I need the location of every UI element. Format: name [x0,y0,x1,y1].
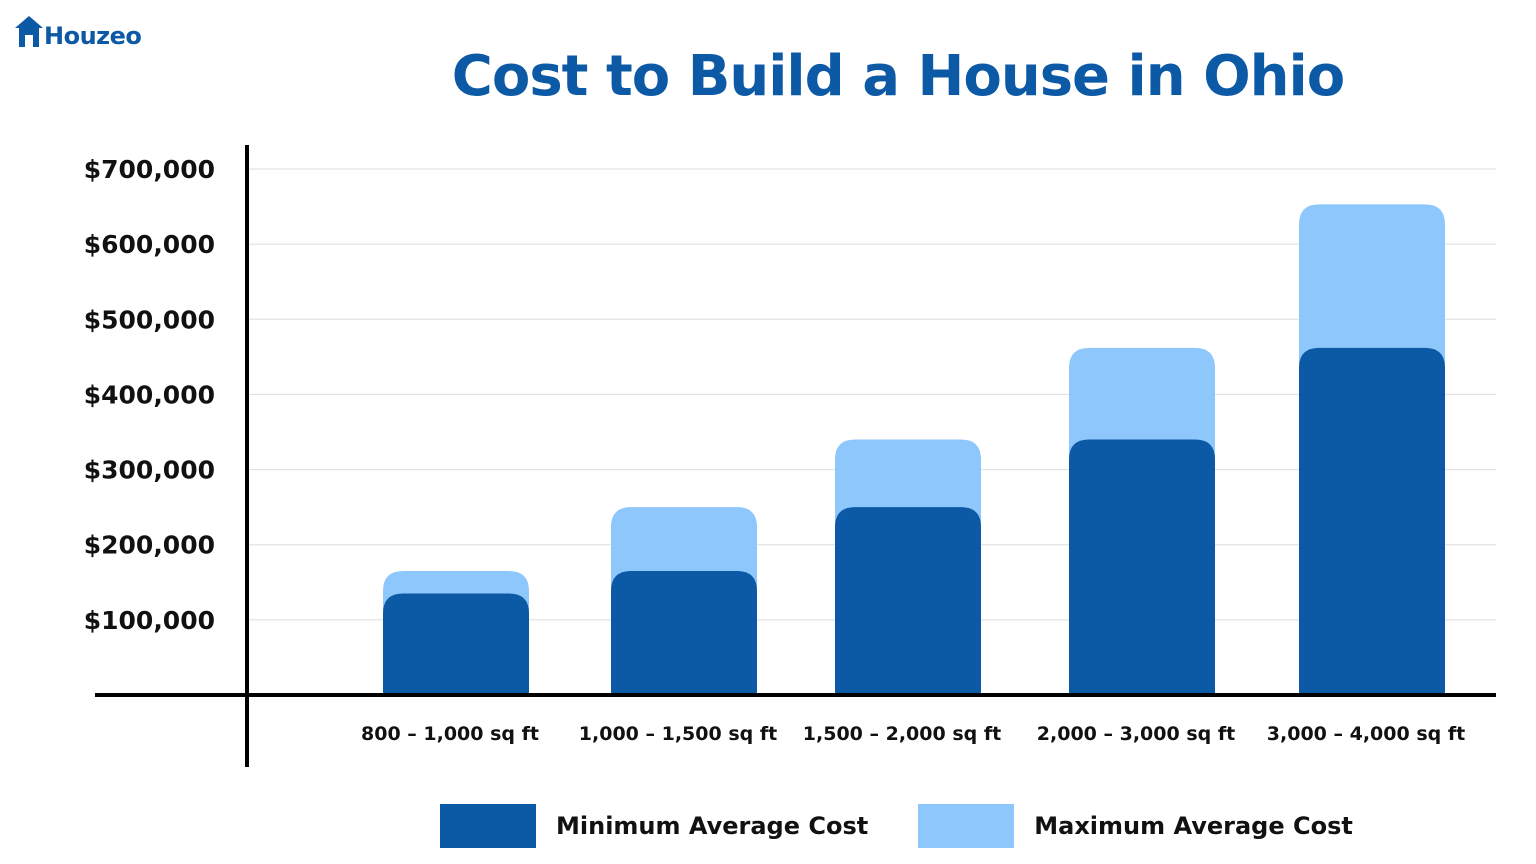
bars [383,204,1445,695]
bar-minimum-0 [383,593,529,695]
x-tick-label: 3,000 – 4,000 sq ft [1267,723,1465,745]
y-tick-label: $400,000 [84,380,215,409]
logo-text: Houzeo [44,22,142,50]
axes [95,145,1496,767]
bar-minimum-4 [1299,347,1445,695]
x-tick-label: 2,000 – 3,000 sq ft [1037,723,1235,745]
x-tick-labels: 800 – 1,000 sq ft 1,000 – 1,500 sq ft 1,50… [361,723,1465,745]
legend-label-minimum: Minimum Average Cost [556,812,869,840]
x-tick-label: 1,000 – 1,500 sq ft [579,723,777,745]
house-logo-icon [15,16,43,47]
bar-minimum-3 [1069,439,1215,695]
legend-swatch-maximum [918,804,1015,848]
y-tick-label: $100,000 [84,606,215,635]
legend: Minimum Average Cost Maximum Average Cos… [440,804,1403,848]
y-tick-label: $200,000 [84,531,215,560]
chart-title: Cost to Build a House in Ohio [451,44,1345,109]
y-tick-label: $300,000 [84,456,215,485]
legend-item-maximum: Maximum Average Cost [918,804,1353,848]
bar-minimum-1 [611,571,757,695]
legend-label-maximum: Maximum Average Cost [1034,812,1353,840]
x-tick-label: 800 – 1,000 sq ft [361,723,539,745]
houzeo-logo[interactable]: Houzeo [14,14,142,50]
legend-item-minimum: Minimum Average Cost [440,804,868,848]
x-tick-label: 1,500 – 2,000 sq ft [803,723,1001,745]
y-tick-label: $600,000 [84,230,215,259]
y-tick-label: $700,000 [84,155,215,184]
legend-swatch-minimum [440,804,536,848]
y-tick-labels: $100,000 $200,000 $300,000 $400,000 $500,000… [84,155,215,635]
bar-minimum-2 [835,507,981,695]
y-tick-label: $500,000 [84,305,215,334]
